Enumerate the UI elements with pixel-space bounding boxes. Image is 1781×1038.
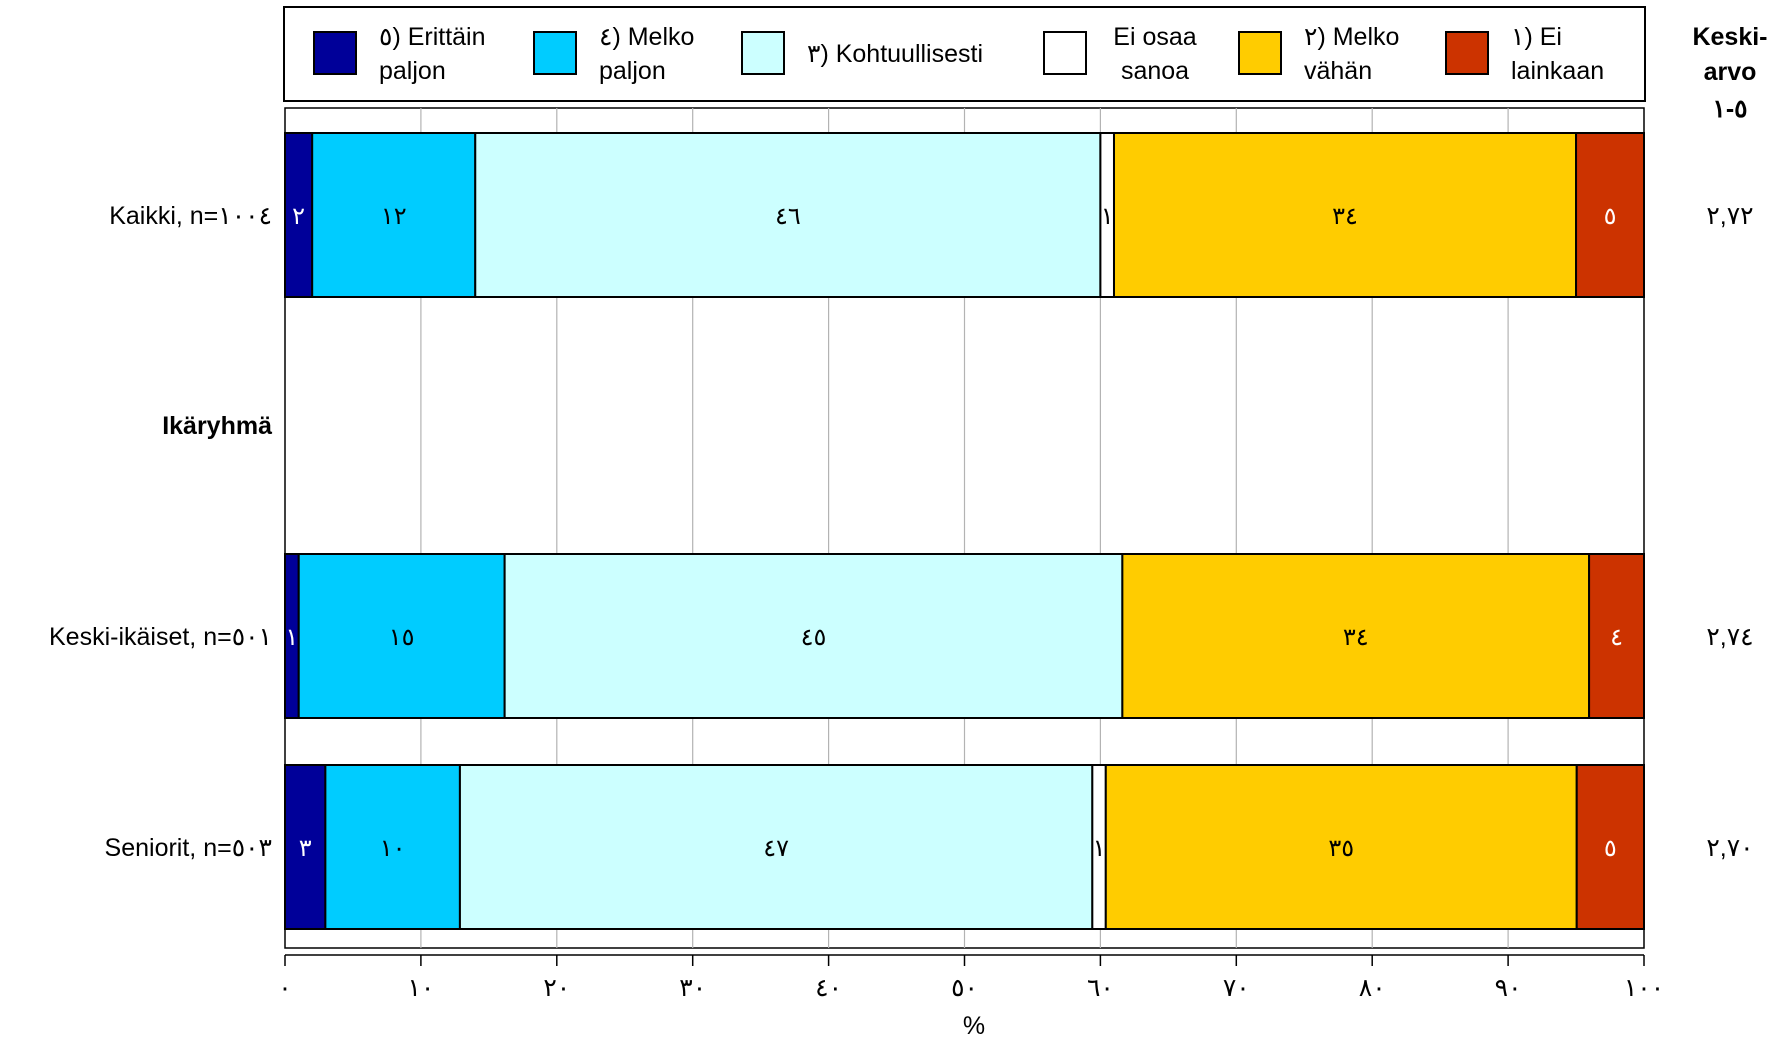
legend-label: ٢) Melko bbox=[1304, 23, 1399, 51]
legend: ٥) Erittäin paljon ٤) Melko paljon ٣) Kohtuu… bbox=[283, 6, 1646, 102]
data-label: ٢ bbox=[292, 203, 305, 230]
legend-label: sanoa bbox=[1121, 57, 1189, 85]
plot-area: Kaikki, n=١٠٠٤ ٢ ١٢ ٤٦ ١ ٣٤ ٥IkäryhmäKeski-ikä… bbox=[49, 107, 1646, 949]
data-label: ٤٥ bbox=[801, 624, 827, 651]
bar-segment bbox=[324, 764, 461, 930]
legend-label: lainkaan bbox=[1511, 57, 1604, 85]
bar-segment bbox=[1575, 132, 1646, 298]
x-tick-label: ٢٠ bbox=[543, 974, 570, 1002]
data-label: ١٥ bbox=[389, 624, 415, 651]
bar-segment bbox=[284, 132, 314, 298]
legend-swatch bbox=[1445, 31, 1489, 75]
x-tick-label: ٥٠ bbox=[951, 974, 978, 1002]
mean-header: arvo bbox=[1704, 58, 1757, 86]
data-label: ٣٤ bbox=[1343, 624, 1369, 651]
x-tick-label: ٤٠ bbox=[815, 974, 842, 1002]
data-label: ٥ bbox=[1604, 835, 1617, 862]
bar-segment bbox=[284, 764, 327, 930]
bar-segment bbox=[1112, 132, 1578, 298]
x-tick-label: ٩٠ bbox=[1495, 974, 1522, 1002]
x-tick-label: ٧٠ bbox=[1223, 974, 1250, 1002]
data-label: ١ bbox=[1093, 835, 1106, 862]
data-label: ٤٧ bbox=[763, 835, 789, 862]
legend-swatch bbox=[1043, 31, 1087, 75]
bar-segment bbox=[1104, 764, 1578, 930]
legend-swatch bbox=[533, 31, 577, 75]
mean-header-range: ٥-١ bbox=[1712, 95, 1747, 123]
x-axis: ٠ ١٠ ٢٠ ٣٠ ٤٠ ٥٠ ٦٠ ٧٠ ٨٠ ٩٠ ١٠٠% bbox=[278, 954, 1664, 1038]
x-tick-label: ٠ bbox=[278, 974, 291, 1002]
legend-label: paljon bbox=[599, 57, 666, 85]
data-label: ١ bbox=[285, 624, 298, 651]
data-label: ٥ bbox=[1604, 203, 1617, 230]
legend-label: ٤) Melko bbox=[599, 23, 694, 51]
x-tick-label: ١٠ bbox=[407, 974, 434, 1002]
bar-segment bbox=[297, 553, 506, 719]
x-tick-label: ٦٠ bbox=[1087, 974, 1114, 1002]
data-label: ١٠ bbox=[380, 835, 406, 862]
mean-column: ٢,٧٢ ٢,٧٤ ٢,٧٠ Keski-arvo ٥-١ bbox=[1692, 23, 1767, 862]
row-label: Ikäryhmä bbox=[162, 412, 272, 440]
bar-segment bbox=[1121, 553, 1591, 719]
row-label: Seniorit, n=٥٠٣ bbox=[105, 834, 272, 862]
data-label: ٣٤ bbox=[1332, 203, 1358, 230]
legend-label: paljon bbox=[379, 57, 446, 85]
legend-label: vähän bbox=[1304, 57, 1372, 85]
data-label: ١٢ bbox=[381, 203, 407, 230]
data-label: ٤٦ bbox=[775, 203, 801, 230]
legend-label: ٥) Erittäin bbox=[379, 23, 486, 51]
bar-segment bbox=[503, 553, 1124, 719]
x-tick-label: ٣٠ bbox=[679, 974, 706, 1002]
legend-label: Ei osaa bbox=[1113, 23, 1196, 51]
bar-segment bbox=[1588, 553, 1646, 719]
row-label: Keski-ikäiset, n=٥٠١ bbox=[49, 623, 272, 651]
legend-swatch bbox=[1238, 31, 1282, 75]
data-label: ٣٥ bbox=[1328, 835, 1354, 862]
row-label: Kaikki, n=١٠٠٤ bbox=[109, 202, 272, 230]
bar-segment bbox=[1575, 764, 1646, 930]
mean-value: ٢,٧٢ bbox=[1706, 202, 1753, 230]
bar-segment bbox=[474, 132, 1102, 298]
legend-swatch bbox=[741, 31, 785, 75]
mean-header: Keski- bbox=[1692, 23, 1767, 51]
data-label: ٤ bbox=[1610, 624, 1623, 651]
legend-label: ٣) Kohtuullisesti bbox=[807, 40, 983, 68]
legend-swatch bbox=[313, 31, 357, 75]
mean-value: ٢,٧٠ bbox=[1706, 834, 1753, 862]
legend-label: ١) Ei bbox=[1511, 23, 1562, 51]
x-tick-label: ٨٠ bbox=[1359, 974, 1386, 1002]
x-axis-title: % bbox=[963, 1012, 985, 1038]
bar-segment bbox=[311, 132, 477, 298]
x-tick-label: ١٠٠ bbox=[1624, 974, 1664, 1002]
data-label: ١ bbox=[1101, 203, 1114, 230]
mean-value: ٢,٧٤ bbox=[1706, 623, 1753, 651]
data-label: ٣ bbox=[299, 835, 312, 862]
legend-frame bbox=[283, 6, 1646, 102]
bar-segment bbox=[458, 764, 1094, 930]
